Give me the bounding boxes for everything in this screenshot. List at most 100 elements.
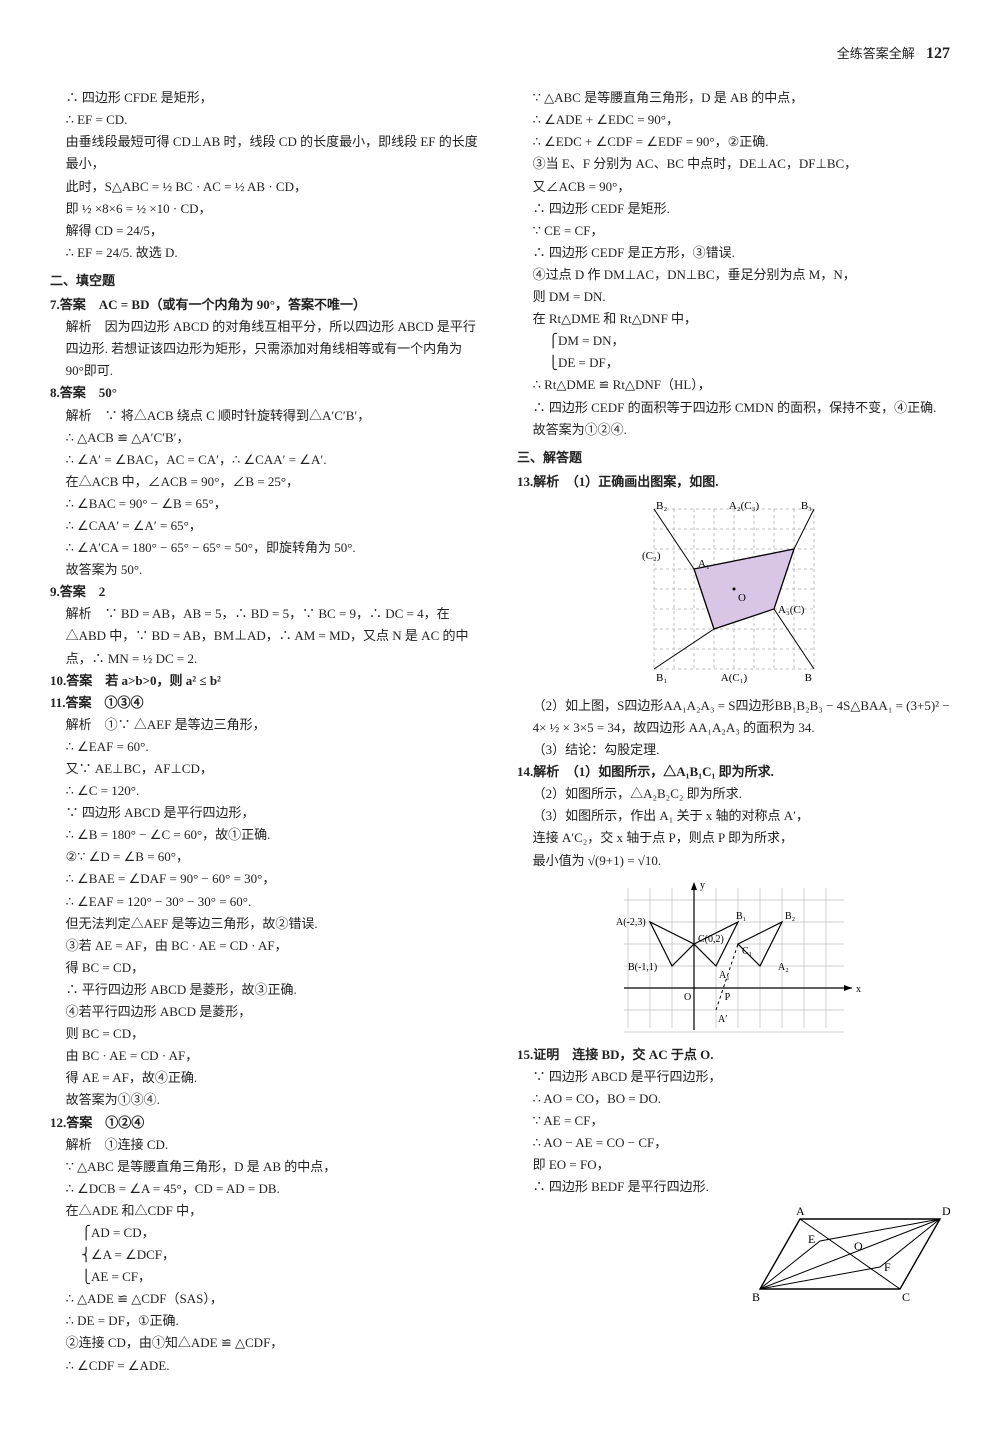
svg-text:A₃(C): A₃(C) [778,604,805,616]
text: 在△ADE 和△CDF 中， [50,1200,483,1222]
text: ②连接 CD，由①知△ADE ≌ △CDF， [50,1332,483,1354]
svg-text:A: A [796,1204,805,1218]
svg-text:B₁: B₁ [656,672,667,684]
text: ∴ ∠EAF = 120° − 30° − 30° = 60°. [50,891,483,913]
text: ∴ 平行四边形 ABCD 是菱形，故③正确. [50,979,483,1001]
text: 得 AE = AF，故④正确. [50,1067,483,1089]
text: ∵ AE = CF， [517,1110,950,1132]
text: ∴ 四边形 CFDE 是矩形， [50,87,483,109]
svg-text:B: B [804,672,811,684]
text: 则 BC = CD， [50,1023,483,1045]
svg-text:A(-2,3): A(-2,3) [616,917,646,928]
text: ∴ ∠BAE = ∠DAF = 90° − 60° = 30°， [50,868,483,890]
text: 由垂线段最短可得 CD⊥AB 时，线段 CD 的长度最小，即线段 EF 的长度最… [50,131,483,175]
text: ⎩DE = DF， [517,352,950,374]
text: ③当 E、F 分别为 AC、BC 中点时，DE⊥AC，DF⊥BC， [517,153,950,175]
text: ∵ 四边形 ABCD 是平行四边形， [50,802,483,824]
svg-text:C(0,2): C(0,2) [698,934,724,945]
svg-text:C₁: C₁ [742,946,752,957]
figure-15: ADBCEFO [517,1204,950,1304]
text: ∴ 四边形 CEDF 是矩形. [517,198,950,220]
svg-text:O: O [854,1239,863,1253]
text: 得 BC = CD， [50,957,483,979]
text: 则 DM = DN. [517,286,950,308]
text: ∵ 四边形 ABCD 是平行四边形， [517,1066,950,1088]
text: 解析 ∵ BD = AB，AB = 5，∴ BD = 5，∵ BC = 9，∴ … [50,603,483,669]
svg-text:P: P [724,992,730,1003]
svg-text:B₁: B₁ [736,911,746,922]
text: ∴ 四边形 BEDF 是平行四边形. [517,1176,950,1198]
svg-text:x: x [856,984,861,995]
text: ∴ Rt△DME ≌ Rt△DNF（HL）， [517,374,950,396]
text: 在△ACB 中，∠ACB = 90°，∠B = 25°， [50,471,483,493]
svg-text:A₁: A₁ [719,970,730,981]
text: 由 BC · AE = CD · AF， [50,1045,483,1067]
content-columns: ∴ 四边形 CFDE 是矩形， ∴ EF = CD. 由垂线段最短可得 CD⊥A… [50,87,950,1397]
svg-text:A₂(C₃): A₂(C₃) [728,500,759,512]
text: ⎧DM = DN， [517,330,950,352]
text: ∴ EF = CD. [50,109,483,131]
text: ∴ ∠CDF = ∠ADE. [50,1355,483,1377]
text: ∴ △ACB ≌ △A′C′B′， [50,427,483,449]
svg-text:B(-1,1): B(-1,1) [628,962,657,973]
text: 连接 A′C₂，交 x 轴于点 P，则点 P 即为所求， [517,827,950,849]
text: 解得 CD = 24/5， [50,220,483,242]
text: ③若 AE = AF，由 BC · AE = CD · AF， [50,935,483,957]
text: 故答案为 50°. [50,559,483,581]
answer-10: 10.答案 若 a>b>0，则 a² ≤ b² [50,670,483,692]
text: 解析 ∵ 将△ACB 绕点 C 顺时针旋转得到△A′C′B′， [50,405,483,427]
answer-15: 15.证明 连接 BD，交 AC 于点 O. [517,1044,950,1066]
text: ∴ △ADE ≌ △CDF（SAS）， [50,1288,483,1310]
text: ∴ ∠C = 120°. [50,780,483,802]
text: ∴ ∠ADE + ∠EDC = 90°， [517,109,950,131]
svg-text:E: E [808,1232,815,1246]
svg-text:A₁: A₁ [698,558,710,570]
text: （3）如图所示，作出 A₁ 关于 x 轴的对称点 A′， [517,805,950,827]
text: 即 EO = FO， [517,1154,950,1176]
text: 故答案为①②④. [517,419,950,441]
text: ⎧AD = CD， [50,1222,483,1244]
svg-text:O: O [684,992,691,1003]
text: ∴ EF = 24/5. 故选 D. [50,242,483,264]
text: 此时，S△ABC = ½ BC · AC = ½ AB · CD， [50,176,483,198]
answer-7: 7.答案 AC = BD（或有一个内角为 90°，答案不唯一） [50,294,483,316]
svg-text:y: y [700,880,705,891]
answer-11: 11.答案 ①③④ [50,692,483,714]
text: ∴ ∠CAA′ = ∠A′ = 65°， [50,515,483,537]
text: （3）结论：勾股定理. [517,739,950,761]
svg-text:(C₂): (C₂) [642,550,661,562]
answer-8: 8.答案 50° [50,382,483,404]
svg-text:B: B [752,1290,760,1304]
section-heading-2: 二、填空题 [50,270,483,292]
text: ∴ 四边形 CEDF 是正方形，③错误. [517,242,950,264]
text: ∴ ∠DCB = ∠A = 45°，CD = AD = DB. [50,1178,483,1200]
text: 故答案为①③④. [50,1089,483,1111]
text: 解析 因为四边形 ABCD 的对角线互相平分，所以四边形 ABCD 是平行四边形… [50,316,483,382]
svg-text:A′: A′ [718,1014,727,1025]
figure-14: A(-2,3) B₁ B₂ C(0,2) C₁ B(-1,1) A₁ A₂ O P A′ x y [517,878,950,1038]
text: ∴ AO = CO，BO = DO. [517,1088,950,1110]
text: ∴ ∠BAC = 90° − ∠B = 65°， [50,493,483,515]
answer-12: 12.答案 ①②④ [50,1112,483,1134]
text: 在 Rt△DME 和 Rt△DNF 中， [517,308,950,330]
text: 解析 ①∵ △AEF 是等边三角形， [50,714,483,736]
answer-13: 13.解析 （1）正确画出图案，如图. [517,471,950,493]
text: ④若平行四边形 ABCD 是菱形， [50,1001,483,1023]
text: 又∠ACB = 90°， [517,176,950,198]
svg-text:O: O [738,592,746,604]
text: ∴ ∠A′ = ∠BAC，AC = CA′，∴ ∠CAA′ = ∠A′. [50,449,483,471]
text: ∴ DE = DF，①正确. [50,1310,483,1332]
text: （2）如上图，S四边形AA₁A₂A₃ = S四边形BB₁B₂B₃ − 4S△BA… [517,695,950,739]
text: ②∵ ∠D = ∠B = 60°， [50,846,483,868]
text: 最小值为 √(9+1) = √10. [517,850,950,872]
text: ∵ △ABC 是等腰直角三角形，D 是 AB 的中点， [517,87,950,109]
svg-text:B₂: B₂ [785,911,795,922]
text: 但无法判定△AEF 是等边三角形，故②错误. [50,913,483,935]
text: ∴ AO − AE = CO − CF， [517,1132,950,1154]
svg-text:B₃: B₃ [800,500,811,512]
figure-13: B₂A₂(C₃)B₃(C₂)A₁OA₃(C)B₁A(C₁)B [517,499,950,689]
answer-14: 14.解析 （1）如图所示，△A₁B₁C₁ 即为所求. [517,761,950,783]
text: ∴ 四边形 CEDF 的面积等于四边形 CMDN 的面积，保持不变，④正确. [517,397,950,419]
svg-text:A₂: A₂ [778,962,789,973]
text: ∴ ∠B = 180° − ∠C = 60°，故①正确. [50,824,483,846]
